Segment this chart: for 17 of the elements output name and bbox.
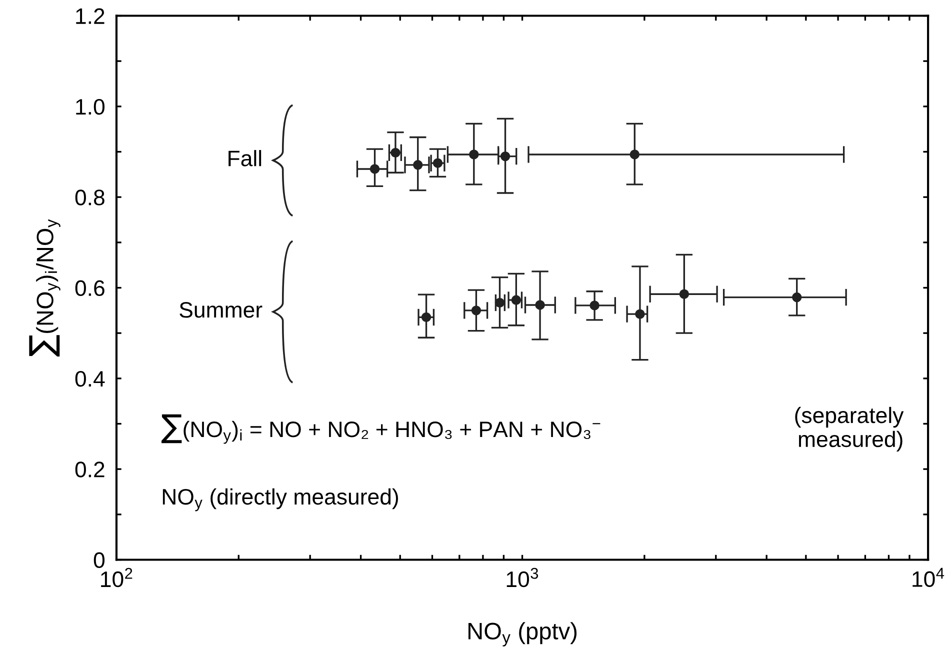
y-tick-label: 1.2 <box>76 8 104 24</box>
x-tick-label: 10$^{3}$ <box>506 568 538 588</box>
annotation: (separately measured) <box>795 406 904 452</box>
y-tick-label: 1.0 <box>76 98 105 115</box>
y-tick-label: 0 <box>94 552 104 568</box>
annotation: Summer <box>180 302 262 318</box>
annotation: Fall <box>228 150 262 166</box>
y-axis-title: ∑(NO$_{y}$)$_{i}$/NO$_{y}$ <box>29 219 60 357</box>
annotation: NO$_{y}$ (directly measured) <box>162 488 398 512</box>
y-tick-label: 0.4 <box>75 370 105 387</box>
y-tick-label: 0.6 <box>75 280 104 296</box>
x-axis-title: NO$_{y}$ (pptv) <box>468 622 577 646</box>
y-tick-label: 0.8 <box>75 190 104 206</box>
x-tick-label: 10$^{4}$ <box>912 568 944 588</box>
y-tick-label: 0.2 <box>75 462 104 478</box>
x-tick-label: 10$^{2}$ <box>101 568 132 588</box>
annotation: ∑(NO$_{y}$)$_{i}$ = NO + NO₂ + HNO₃ + PAN + NO₃$^{−}$ <box>161 414 600 444</box>
